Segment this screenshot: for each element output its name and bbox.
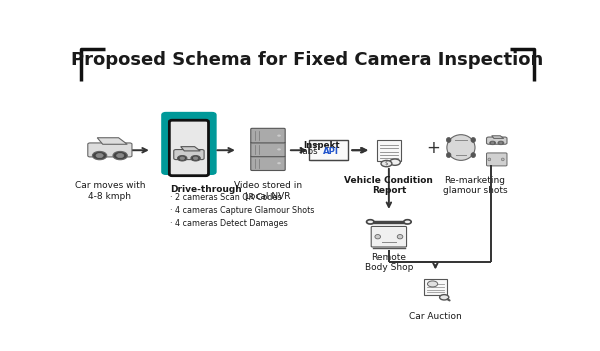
Circle shape [498, 141, 504, 145]
Ellipse shape [446, 153, 451, 158]
Circle shape [367, 220, 374, 224]
Text: labs: labs [299, 147, 320, 156]
Circle shape [113, 151, 127, 160]
FancyBboxPatch shape [169, 120, 209, 176]
FancyBboxPatch shape [254, 144, 285, 157]
Circle shape [389, 159, 400, 165]
Text: Vehicle Condition
Report: Vehicle Condition Report [344, 176, 433, 195]
Text: Proposed Schema for Fixed Camera Inspection: Proposed Schema for Fixed Camera Inspect… [71, 51, 544, 69]
Ellipse shape [471, 138, 476, 143]
Circle shape [191, 155, 200, 161]
Circle shape [277, 148, 281, 151]
Text: Video stored in
Local NVR: Video stored in Local NVR [234, 181, 302, 201]
Text: Remote
Body Shop: Remote Body Shop [365, 253, 413, 272]
FancyBboxPatch shape [487, 153, 507, 166]
FancyBboxPatch shape [251, 156, 285, 171]
Circle shape [404, 220, 411, 224]
FancyBboxPatch shape [251, 128, 285, 143]
Polygon shape [97, 138, 127, 144]
FancyBboxPatch shape [309, 140, 348, 160]
Circle shape [193, 157, 198, 160]
Circle shape [491, 142, 494, 144]
Circle shape [499, 142, 502, 144]
FancyBboxPatch shape [251, 142, 285, 157]
Circle shape [180, 157, 185, 160]
Circle shape [96, 153, 103, 158]
Circle shape [427, 281, 438, 287]
Text: Re-marketing
glamour shots: Re-marketing glamour shots [443, 176, 507, 195]
Circle shape [381, 160, 392, 167]
FancyBboxPatch shape [377, 140, 401, 161]
Polygon shape [181, 147, 200, 151]
FancyBboxPatch shape [88, 143, 132, 157]
Ellipse shape [447, 135, 475, 160]
Circle shape [440, 294, 449, 300]
Circle shape [178, 155, 187, 161]
Ellipse shape [488, 158, 491, 161]
Text: API: API [323, 147, 339, 156]
Circle shape [490, 141, 496, 145]
Ellipse shape [502, 158, 504, 161]
FancyBboxPatch shape [254, 158, 285, 171]
FancyBboxPatch shape [254, 130, 285, 143]
Text: Inspekt: Inspekt [303, 141, 340, 151]
Text: Car Auction: Car Auction [409, 312, 462, 322]
Circle shape [92, 151, 107, 160]
Text: · 4 cameras Capture Glamour Shots: · 4 cameras Capture Glamour Shots [170, 206, 314, 216]
Circle shape [277, 162, 281, 164]
Ellipse shape [471, 153, 476, 158]
Text: Drive-through: Drive-through [170, 185, 242, 194]
Text: +: + [426, 139, 440, 157]
FancyBboxPatch shape [162, 113, 215, 174]
FancyBboxPatch shape [487, 137, 507, 144]
Circle shape [277, 134, 281, 137]
Text: Car moves with
4-8 kmph: Car moves with 4-8 kmph [74, 181, 145, 201]
Text: $: $ [385, 161, 388, 166]
Text: ┌: ┌ [311, 141, 317, 151]
Polygon shape [491, 136, 504, 138]
FancyBboxPatch shape [371, 226, 407, 247]
Text: · 4 cameras Detect Damages: · 4 cameras Detect Damages [170, 219, 288, 229]
FancyBboxPatch shape [174, 150, 204, 160]
Ellipse shape [375, 234, 380, 239]
Ellipse shape [397, 234, 403, 239]
FancyBboxPatch shape [424, 279, 447, 295]
Text: · 2 cameras Scan QR Codes: · 2 cameras Scan QR Codes [170, 193, 282, 203]
Ellipse shape [446, 138, 451, 143]
Circle shape [116, 153, 124, 158]
